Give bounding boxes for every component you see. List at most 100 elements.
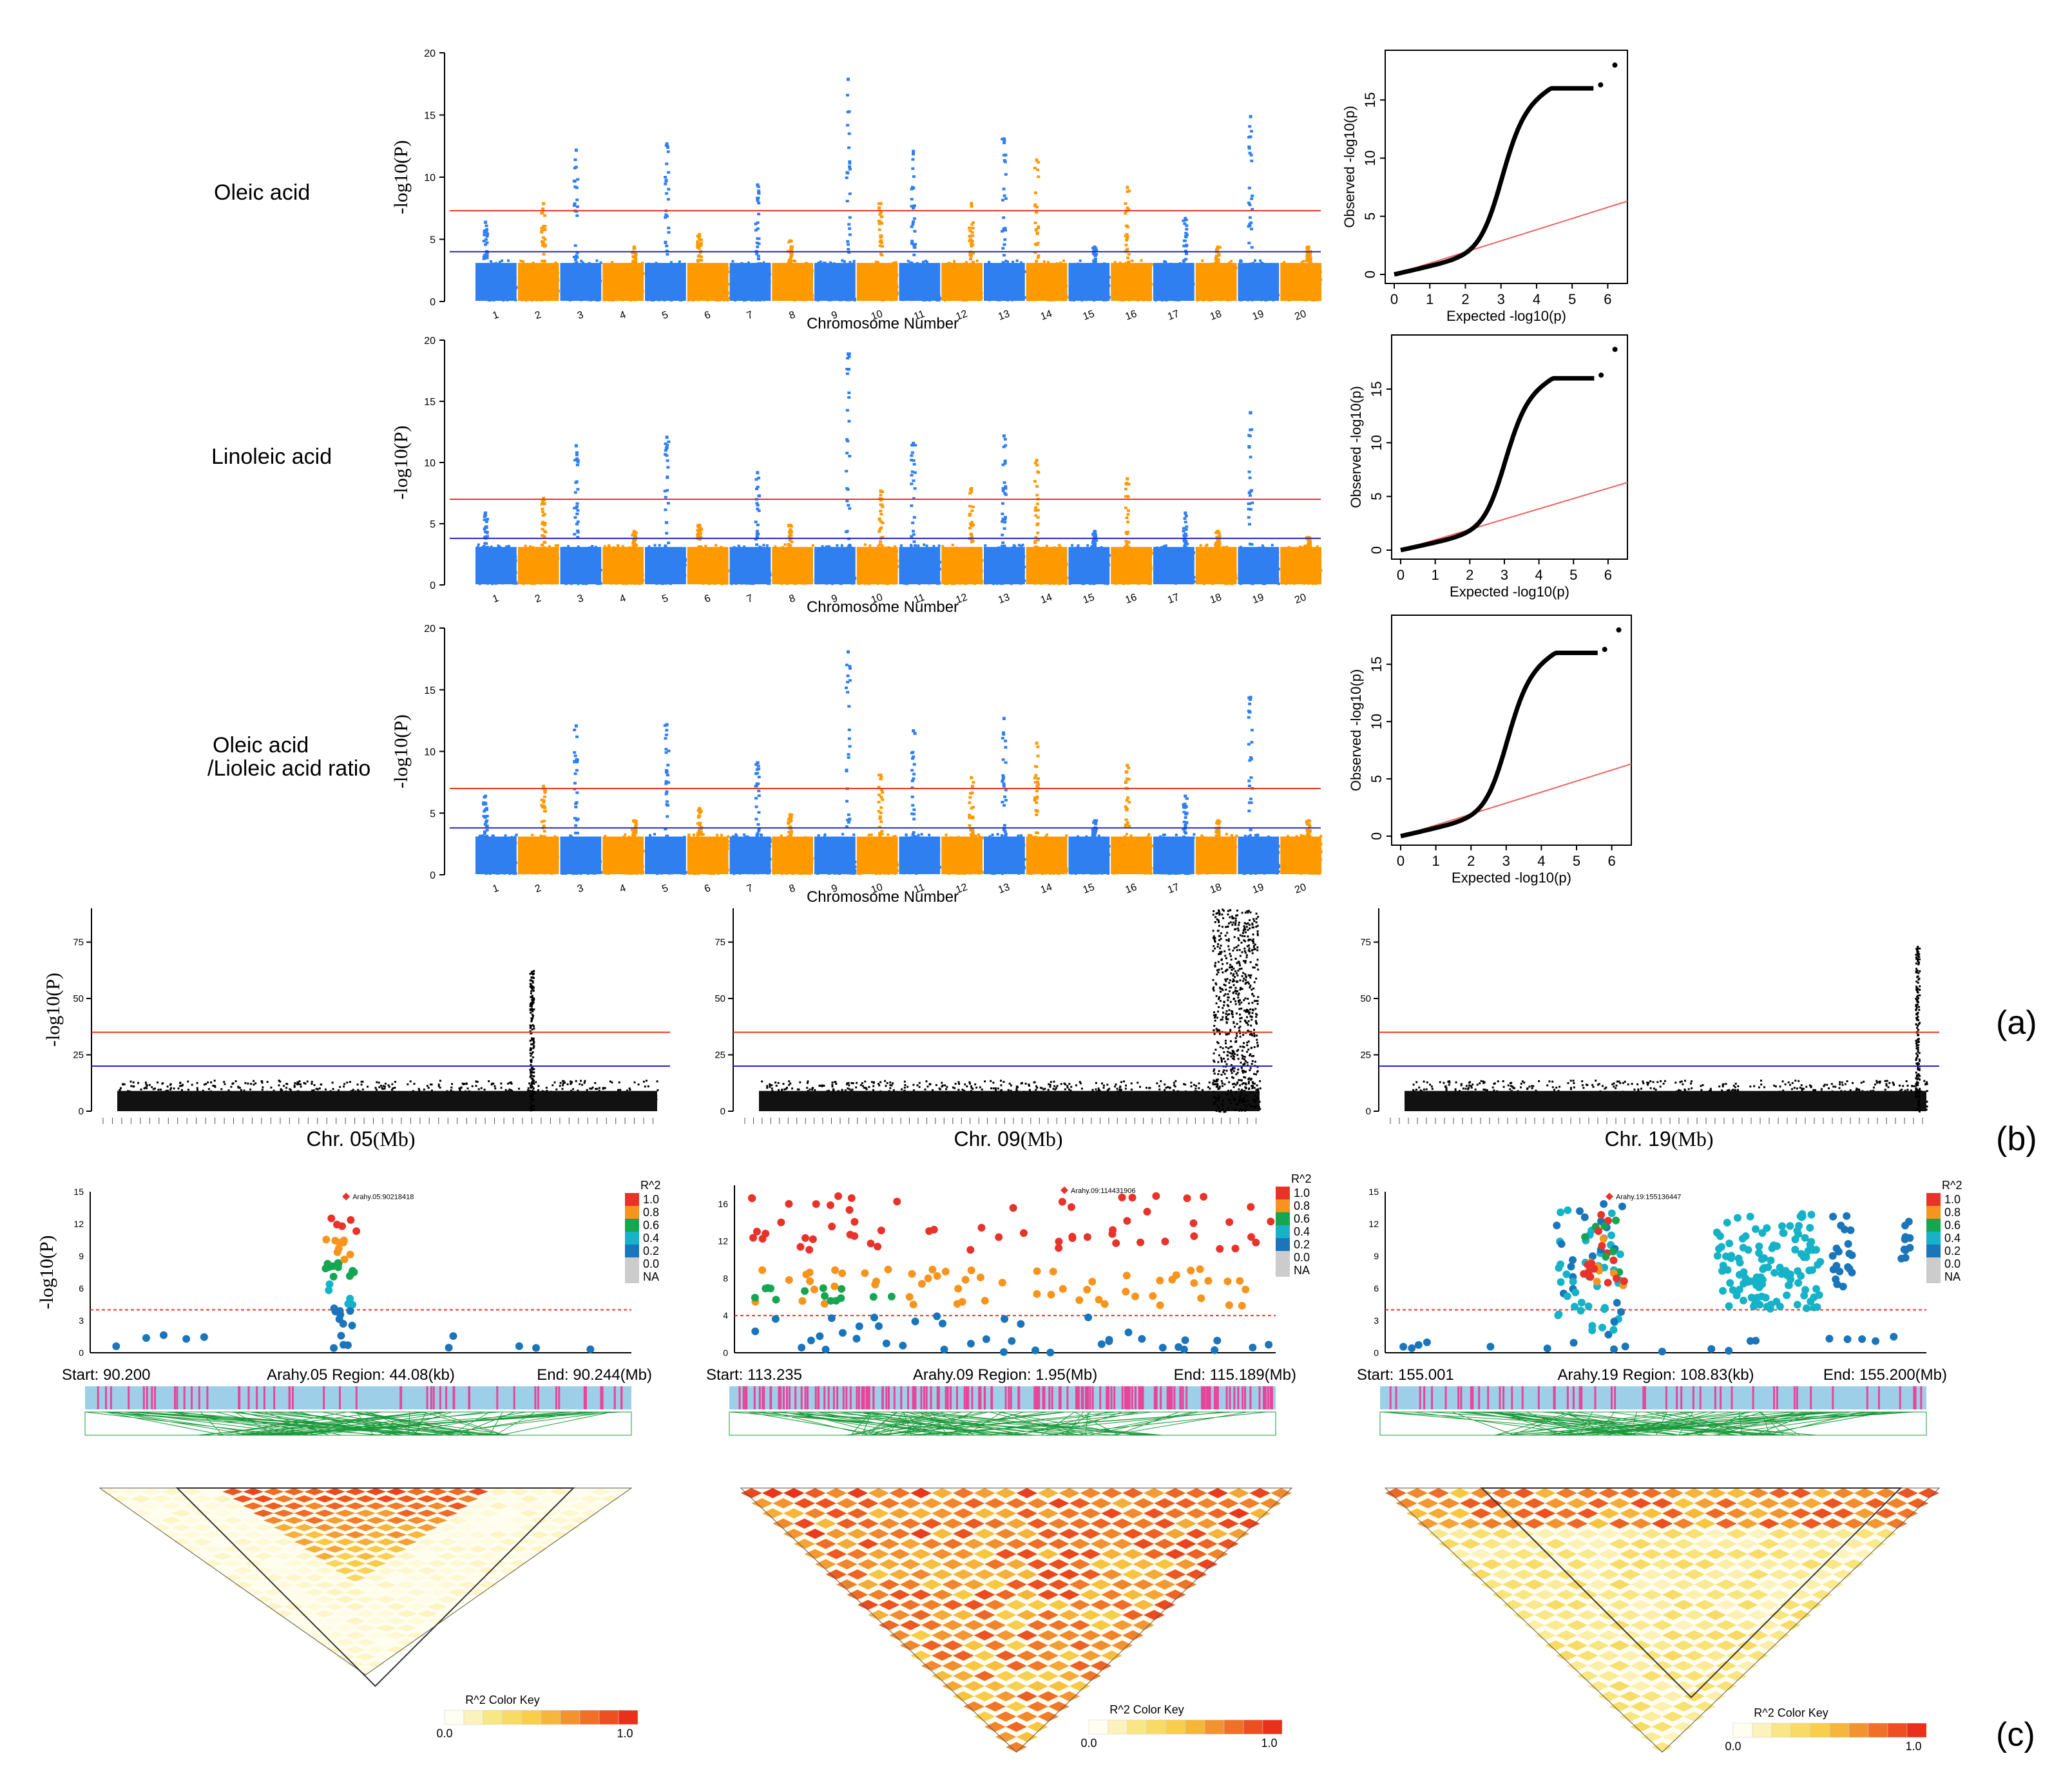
regional-panels: 03691215-log10(P)Arahy.05:90218418R^21.0…: [36, 1172, 1962, 1436]
ld-cell: [345, 1560, 366, 1567]
ld-cell: [508, 1502, 530, 1510]
snp-point: [1216, 1245, 1224, 1253]
snp-point: [1872, 1337, 1880, 1345]
chromosome-unit: (Mb): [1021, 1127, 1063, 1150]
ld-cell: [376, 1653, 397, 1661]
ld-cell: [1694, 1599, 1716, 1610]
y-tick-label: 0: [1368, 832, 1385, 840]
snp-point: [1783, 1272, 1792, 1280]
ld-cell: [191, 1523, 213, 1532]
ld-cell: [1164, 1529, 1186, 1539]
peak-points: [696, 807, 704, 841]
background-points: [1153, 260, 1195, 302]
ld-cell: [1790, 1549, 1812, 1560]
peak-points: [540, 785, 547, 840]
ld-cell: [1875, 1508, 1897, 1519]
ld-cell: [222, 1574, 244, 1582]
ld-cell: [447, 1488, 468, 1496]
ld-cell: [1832, 1549, 1854, 1560]
ld-cell: [942, 1579, 964, 1590]
snp-point: [905, 1293, 914, 1301]
snp-point: [933, 1312, 941, 1321]
snp-point: [1607, 1231, 1615, 1239]
ld-cell: [1619, 1650, 1641, 1661]
ld-cell: [1059, 1488, 1080, 1498]
ld-cell: [345, 1646, 366, 1654]
ld-cell: [1832, 1508, 1854, 1519]
snp-point: [1189, 1219, 1198, 1227]
ld-cell: [1111, 1599, 1133, 1610]
snp-point: [1001, 1315, 1009, 1323]
ld-cell: [847, 1589, 868, 1600]
ld-cell: [1217, 1538, 1239, 1549]
lead-snp-marker: [342, 1192, 350, 1201]
ld-cell: [1619, 1691, 1641, 1702]
ld-cell: [1154, 1538, 1176, 1549]
ld-cell: [365, 1603, 387, 1610]
ld-cell: [325, 1589, 345, 1596]
ld-cell: [447, 1531, 468, 1539]
snp-points: [112, 1214, 595, 1353]
ld-cell: [932, 1650, 953, 1661]
snp-point: [999, 1348, 1008, 1356]
x-axis-label: Chromosome Number: [807, 888, 959, 906]
peak-points: [910, 729, 917, 839]
ld-cell: [508, 1516, 530, 1524]
ld-cell: [1641, 1589, 1662, 1600]
ld-cell: [396, 1639, 417, 1647]
ld-cell: [1577, 1670, 1598, 1681]
color-key-swatch: [444, 1710, 465, 1725]
ld-cell: [325, 1574, 345, 1582]
ld-cell: [1101, 1569, 1122, 1580]
ld-cell: [1577, 1549, 1598, 1560]
ld-cell: [1779, 1579, 1801, 1590]
snp-point: [796, 1243, 805, 1251]
snp-point: [874, 1243, 882, 1251]
ld-cell: [1630, 1721, 1652, 1732]
ld-cell: [1133, 1538, 1155, 1549]
background-points: [899, 260, 942, 302]
snp-point: [1571, 1303, 1579, 1311]
background-points: [475, 543, 518, 586]
snp-point: [333, 1248, 341, 1256]
ld-cell: [857, 1538, 879, 1549]
ld-link-frame: [84, 1411, 632, 1436]
ld-block-outline: [175, 1487, 575, 1687]
gene-track: [729, 1386, 1276, 1436]
ld-cell: [1822, 1579, 1844, 1590]
ld-cell: [294, 1596, 315, 1603]
legend-swatch: [625, 1219, 639, 1232]
region-19: 03691215Arahy.19:155136447R^21.00.80.60.…: [1357, 1179, 1962, 1436]
peak-points: [482, 220, 490, 266]
background-points: [1026, 259, 1069, 301]
ld-cell: [1694, 1620, 1716, 1630]
snp-point: [1727, 1252, 1736, 1260]
snp-point: [343, 1341, 352, 1350]
ld-cell: [984, 1681, 1006, 1692]
ld-cell: [427, 1516, 448, 1524]
x-tick-label: 0: [1397, 567, 1405, 583]
snp-point: [1231, 1245, 1240, 1253]
ld-cell: [1651, 1559, 1673, 1570]
ld-cell: [1651, 1579, 1673, 1590]
ld-cell: [1016, 1488, 1038, 1498]
ld-cell: [498, 1538, 519, 1546]
snp-point: [1725, 1346, 1733, 1355]
ld-cell: [963, 1498, 985, 1509]
ld-cell: [294, 1552, 315, 1560]
chromosome-tick-label: 13: [997, 309, 1012, 323]
snp-point: [1740, 1268, 1748, 1276]
ld-cell: [161, 1502, 182, 1510]
ld-cell: [396, 1596, 417, 1603]
x-tick-label: 3: [1502, 853, 1510, 869]
ld-cell: [1747, 1569, 1769, 1580]
ld-cell: [1534, 1508, 1556, 1519]
ld-cell: [995, 1549, 1017, 1560]
snp-point: [1112, 1239, 1120, 1247]
ld-cell: [283, 1617, 305, 1625]
ld-cell: [1428, 1488, 1450, 1498]
ld-cell: [437, 1581, 458, 1589]
ld-cells: [741, 1488, 1292, 1752]
chromosome-points-9: [814, 352, 857, 586]
ld-cell: [868, 1589, 890, 1600]
